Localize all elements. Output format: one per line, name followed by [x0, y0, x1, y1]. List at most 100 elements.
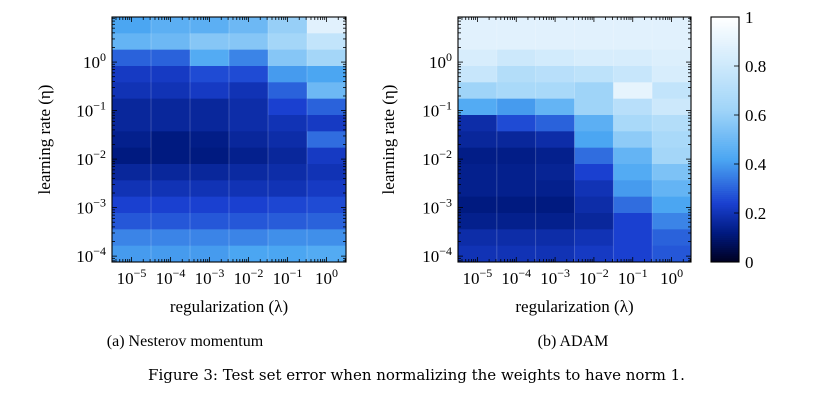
y-tick-label: 100 [83, 50, 106, 72]
colorbar-segment [711, 43, 739, 47]
y-tick-label: 10−1 [76, 99, 106, 121]
x-tick-label-exponent: −4 [173, 266, 186, 280]
heatmap-cell [229, 115, 269, 132]
heatmap-cell [535, 147, 575, 165]
heatmap-cell [652, 131, 692, 149]
heatmap-cell [307, 17, 347, 34]
heatmap-cell [229, 245, 269, 263]
heatmap-cell [496, 196, 537, 214]
colorbar-segment [711, 110, 739, 114]
colorbar-segment [711, 76, 739, 79]
heatmap-cell [190, 147, 230, 165]
heatmap-cell [574, 196, 614, 214]
y-tick-label: 10−3 [422, 196, 452, 218]
y-tick-label: 10−4 [76, 244, 106, 266]
heatmap-cell [613, 147, 653, 165]
colorbar-segment [711, 178, 739, 181]
x-tick-label: 10−2 [234, 266, 264, 288]
colorbar-segment [711, 192, 739, 196]
colorbar-segment [711, 131, 739, 134]
heatmap-cell [151, 229, 191, 247]
heatmap-cell [268, 33, 308, 51]
colorbar-segment [711, 194, 739, 198]
heatmap-cell [151, 131, 191, 149]
heatmap-cell [574, 17, 614, 34]
heatmap-cell [574, 229, 614, 247]
heatmap-cell [151, 66, 191, 83]
heatmap-cell [652, 180, 692, 198]
colorbar-segment [711, 147, 739, 151]
y-tick-label: 100 [429, 50, 452, 72]
heatmap-cell [574, 82, 614, 100]
heatmap-cell [112, 115, 152, 132]
y-tick-label: 10−4 [422, 244, 452, 266]
heatmap-cell [496, 66, 537, 83]
colorbar-segment [711, 257, 739, 261]
colorbar-segment [711, 108, 739, 112]
heatmap-cell [151, 82, 191, 100]
colorbar-segment [711, 139, 739, 143]
heatmap-cell [112, 229, 152, 247]
heatmap-cell [268, 229, 308, 247]
colorbar-segment [711, 159, 739, 163]
colorbar-segment [711, 129, 739, 132]
colorbar-segment [711, 198, 739, 202]
colorbar-segment [711, 115, 739, 118]
heatmap-cell [112, 66, 152, 83]
colorbar-segment [711, 82, 739, 85]
colorbar-segment [711, 145, 739, 149]
colorbar-segment [711, 63, 739, 67]
heatmap-cell [458, 213, 498, 230]
colorbar-segment [711, 223, 739, 226]
heatmap-cell [652, 196, 692, 214]
colorbar-segment [711, 66, 739, 69]
colorbar-segment [711, 255, 739, 259]
colorbar-segment [711, 219, 739, 222]
heatmap-cell [229, 49, 269, 67]
heatmap-cell [268, 213, 308, 230]
y-tick-label-exponent: −2 [439, 147, 452, 161]
colorbar-segment [711, 213, 739, 216]
colorbar-frame [710, 16, 740, 263]
heatmap-cell [574, 98, 614, 116]
y-tick-label: 10−2 [76, 147, 106, 169]
heatmap-cell [229, 180, 269, 198]
colorbar-segment [711, 231, 739, 234]
heatmap-cell [458, 17, 498, 34]
heatmap-cell [112, 17, 152, 34]
heatmap-cell [496, 180, 537, 198]
colorbar-segment [711, 253, 739, 257]
heatmap-cell [307, 66, 347, 83]
heatmap-cell [574, 115, 614, 132]
y-axis-label: learning rate (η) [379, 85, 398, 195]
colorbar-segment [711, 210, 739, 214]
colorbar-segment [711, 196, 739, 200]
heatmap-cell [151, 245, 191, 263]
colorbar-segment [711, 225, 739, 228]
colorbar-segment [711, 98, 739, 102]
colorbar-segment [711, 170, 739, 173]
y-tick-label-exponent: −3 [439, 196, 452, 210]
colorbar-segment [711, 37, 739, 40]
y-tick-label-exponent: 0 [446, 50, 452, 64]
heatmap-cell [535, 49, 575, 67]
colorbar-segment [711, 53, 739, 57]
heatmap-cell [190, 33, 230, 51]
colorbar-tick-label: 1 [745, 8, 754, 27]
colorbar-segment [711, 49, 739, 53]
heatmap-cell [535, 82, 575, 100]
heatmap-cell [151, 49, 191, 67]
heatmap-cell [307, 115, 347, 132]
colorbar-segment [711, 151, 739, 155]
heatmap-cell [307, 213, 347, 230]
colorbar-segment [711, 72, 739, 75]
heatmap-cell [151, 17, 191, 34]
heatmap-cell [535, 245, 575, 263]
heatmap-cell [268, 49, 308, 67]
heatmap-cell [458, 66, 498, 83]
heatmap-cell [112, 213, 152, 230]
heatmap-cell [229, 98, 269, 116]
colorbar-segment [711, 88, 739, 91]
colorbar-segment [711, 172, 739, 175]
heatmap-cell [151, 33, 191, 51]
